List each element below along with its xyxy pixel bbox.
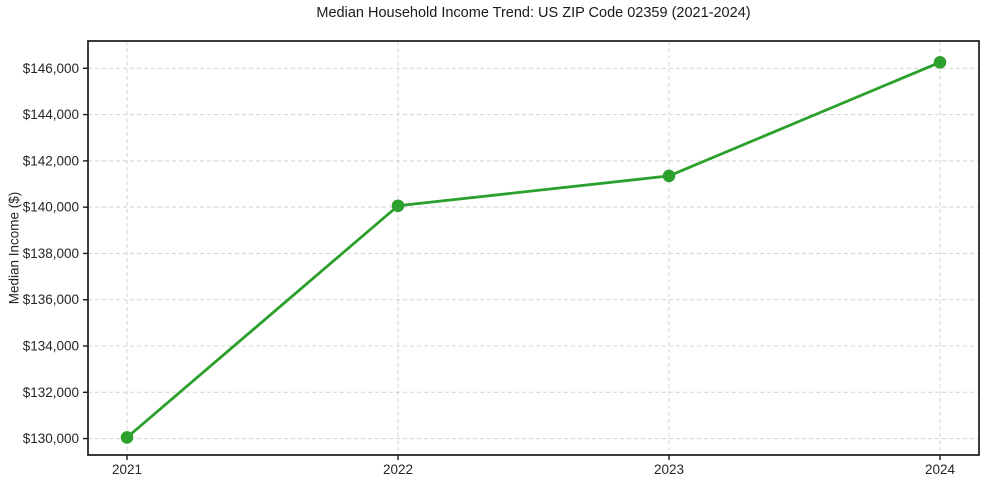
y-tick-label: $136,000: [23, 292, 79, 307]
data-point: [662, 169, 676, 183]
plot-frame: [87, 40, 980, 456]
x-tick-label: 2022: [383, 462, 413, 477]
data-point: [120, 431, 134, 444]
x-tick-label: 2023: [654, 462, 684, 477]
y-tick-label: $144,000: [23, 107, 79, 122]
plot-area: [88, 41, 979, 455]
y-tick-label: $134,000: [23, 339, 79, 354]
x-tick-label: 2021: [112, 462, 142, 477]
y-tick-label: $146,000: [23, 61, 79, 76]
data-point: [391, 199, 405, 213]
chart-title: Median Household Income Trend: US ZIP Co…: [316, 5, 751, 21]
y-tick-label: $142,000: [23, 153, 79, 168]
trend-line: [125, 60, 942, 439]
data-point: [933, 55, 947, 69]
y-tick-label: $138,000: [23, 246, 79, 261]
y-tick-label: $140,000: [23, 200, 79, 215]
y-tick-label: $130,000: [23, 431, 79, 446]
y-axis-label: Median Income ($): [6, 191, 22, 305]
y-tick-label: $132,000: [23, 385, 79, 400]
x-tick-label: 2024: [925, 462, 956, 477]
